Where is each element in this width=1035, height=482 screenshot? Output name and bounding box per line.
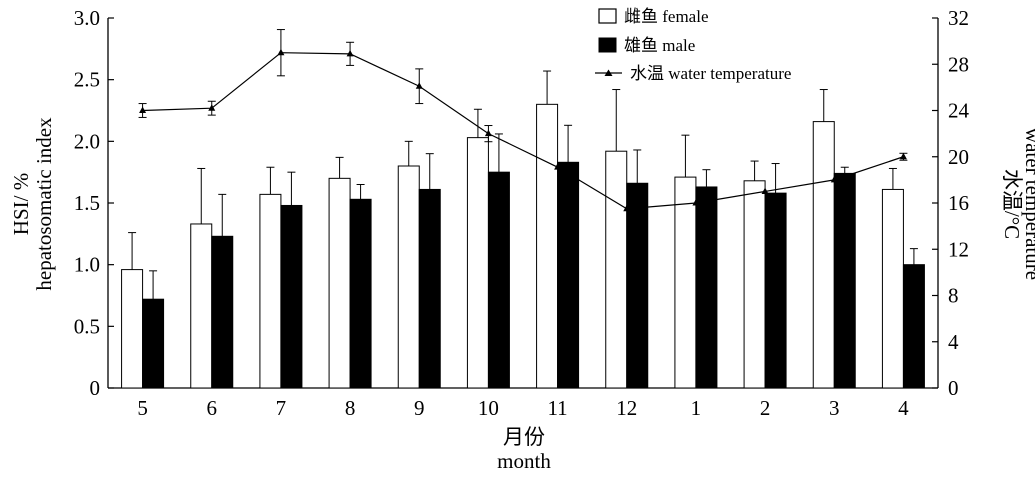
bar-male [557, 161, 580, 389]
y2-axis-label-en: water temperature [1021, 128, 1035, 280]
temperature-point [899, 152, 907, 160]
legend-swatch-female [598, 8, 617, 24]
temperature-polyline [142, 52, 904, 210]
y-tick-label: 0.5 [74, 314, 100, 338]
bar-male [211, 235, 234, 389]
bar-female [328, 177, 351, 389]
x-axis-label-en: month [497, 449, 551, 473]
bar-male [142, 298, 165, 389]
x-tick-label: 2 [760, 396, 771, 420]
legend-label-male: 雄鱼 male [624, 36, 695, 55]
bar-male [764, 192, 787, 389]
bar-male [349, 198, 372, 389]
bar-female [743, 180, 766, 389]
x-tick-label: 10 [478, 396, 499, 420]
legend-label-female: 雌鱼 female [624, 7, 709, 26]
bar-female [812, 121, 835, 389]
y2-tick-label: 20 [948, 145, 969, 169]
y-tick-label: 2.0 [74, 129, 100, 153]
bar-female [881, 188, 904, 389]
y-tick-label: 0 [90, 376, 101, 400]
y2-axis-label-cn: 水温/°C [1000, 169, 1024, 239]
temperature-point [692, 199, 700, 206]
x-tick-label: 4 [898, 396, 909, 420]
x-tick-label: 8 [345, 396, 356, 420]
y-tick-label: 1.0 [74, 253, 100, 277]
temperature-point [139, 106, 147, 113]
x-tick-label: 5 [137, 396, 148, 420]
y2-tick-label: 28 [948, 52, 969, 76]
bar-male [902, 264, 925, 389]
y2-tick-label: 0 [948, 376, 959, 400]
x-tick-label: 11 [547, 396, 567, 420]
temperature-point [208, 104, 216, 111]
bar-male [280, 204, 303, 389]
bar-female [397, 165, 420, 389]
bars [121, 103, 925, 389]
temperature-point [415, 82, 423, 89]
bar-male [418, 188, 441, 389]
y2-tick-label: 12 [948, 237, 969, 261]
temperature-point [830, 175, 838, 183]
bar-female [605, 150, 628, 389]
y-tick-label: 2.5 [74, 68, 100, 92]
legend-label-temperature: 水温 water temperature [630, 64, 791, 83]
bar-male [695, 186, 718, 389]
error-bars [128, 70, 918, 300]
x-tick-label: 9 [414, 396, 425, 420]
x-tick-label: 3 [829, 396, 840, 420]
temperature-point [484, 129, 492, 137]
x-tick-label: 1 [691, 396, 702, 420]
x-tick-label: 7 [276, 396, 287, 420]
y-tick-label: 3.0 [74, 6, 100, 30]
bar-male [487, 171, 510, 389]
y-tick-label: 1.5 [74, 191, 100, 215]
bar-female [121, 269, 144, 389]
bar-male [833, 172, 856, 389]
temperature-point [277, 48, 285, 56]
temperature-point [623, 204, 631, 212]
y2-tick-label: 4 [948, 330, 959, 354]
y-axis-label-en: hepatosomatic index [32, 117, 56, 291]
bar-female [466, 137, 489, 389]
legend-swatch-male [598, 37, 617, 53]
bar-male [626, 182, 649, 389]
bar-female [259, 193, 282, 389]
x-tick-label: 12 [616, 396, 637, 420]
x-tick-label: 6 [207, 396, 218, 420]
bar-female [674, 176, 697, 389]
temperature-line [138, 29, 908, 212]
y2-tick-label: 32 [948, 6, 969, 30]
legend-marker-temperature [604, 69, 613, 76]
y2-tick-label: 24 [948, 99, 970, 123]
y2-tick-label: 16 [948, 191, 969, 215]
legend: 雌鱼 female 雄鱼 male 水温 water temperature [595, 7, 791, 83]
x-axis-label-cn: 月份 [503, 425, 545, 449]
bar-female [536, 103, 559, 389]
y-axis-label-cn: HSI/ % [9, 173, 33, 235]
temperature-point [554, 163, 562, 170]
y2-tick-label: 8 [948, 284, 959, 308]
temperature-point [761, 187, 769, 194]
bar-female [190, 223, 213, 389]
temperature-point [346, 49, 354, 57]
